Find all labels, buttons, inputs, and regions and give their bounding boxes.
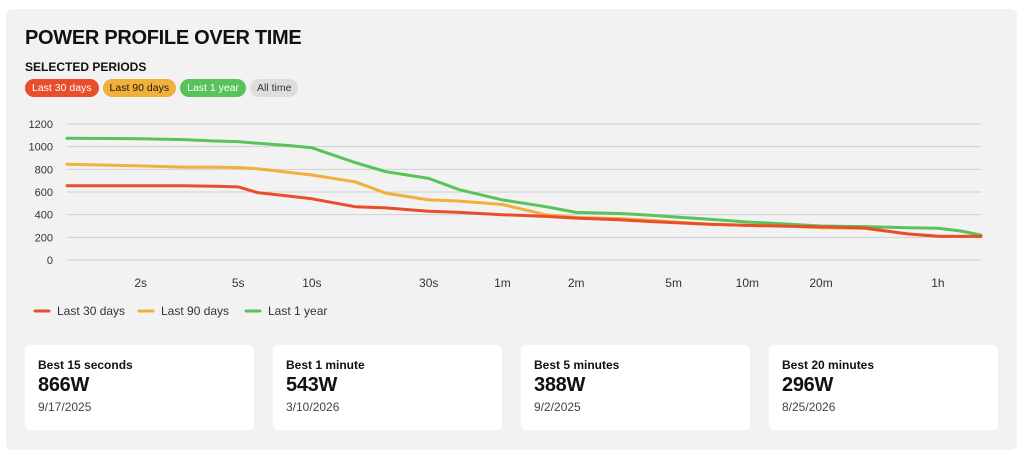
card-value: 296W [782, 374, 834, 396]
card-date: 8/25/2026 [782, 400, 836, 414]
card-label: Best 15 seconds [38, 358, 133, 372]
best-card-15-seconds[interactable]: Best 15 seconds 866W 9/17/2025 [25, 345, 254, 430]
y-tick-label: 200 [35, 232, 53, 244]
x-tick-label: 5s [232, 276, 245, 290]
x-tick-label: 30s [419, 276, 438, 290]
period-button-last-90-days[interactable]: Last 90 days [102, 79, 177, 97]
period-button-last-30-days[interactable]: Last 30 days [25, 79, 99, 97]
x-tick-label: 10m [736, 276, 759, 290]
best-card-20-minutes[interactable]: Best 20 minutes 296W 8/25/2026 [769, 345, 998, 430]
card-date: 3/10/2026 [286, 400, 340, 414]
y-tick-label: 400 [35, 210, 53, 222]
y-tick-label: 1200 [29, 119, 53, 131]
legend-label: Last 1 year [268, 304, 327, 318]
card-label: Best 20 minutes [782, 358, 875, 372]
y-tick-label: 800 [35, 164, 53, 176]
x-tick-label: 10s [302, 276, 321, 290]
selected-periods-label: SELECTED PERIODS [25, 60, 147, 74]
card-label: Best 1 minute [286, 358, 365, 372]
best-card-1-minute[interactable]: Best 1 minute 543W 3/10/2026 [273, 345, 502, 430]
legend-label: Last 90 days [161, 304, 229, 318]
card-value: 866W [38, 374, 90, 396]
y-tick-label: 0 [47, 255, 53, 267]
x-tick-label: 2m [568, 276, 585, 290]
power-profile-chart: 0 200 400 600 800 1000 1200 2s 5s 10s 30s 1m 2m 5m 10m… [29, 119, 983, 318]
page-title: POWER PROFILE OVER TIME [25, 27, 302, 49]
series-line [65, 184, 983, 238]
y-tick-label: 1000 [29, 142, 53, 154]
card-date: 9/2/2025 [534, 400, 581, 414]
x-tick-label: 1m [494, 276, 511, 290]
y-tick-label: 600 [35, 187, 53, 199]
x-tick-label: 2s [134, 276, 147, 290]
card-date: 9/17/2025 [38, 400, 92, 414]
period-button-all-time[interactable]: All time [250, 79, 299, 97]
period-selector: Last 30 days Last 90 days Last 1 year Al… [25, 79, 299, 97]
x-tick-label: 1h [931, 276, 944, 290]
x-tick-label: 20m [809, 276, 832, 290]
period-button-last-1-year[interactable]: Last 1 year [180, 79, 247, 97]
card-label: Best 5 minutes [534, 358, 620, 372]
x-tick-label: 5m [665, 276, 682, 290]
power-profile-panel: POWER PROFILE OVER TIME SELECTED PERIODS… [6, 9, 1017, 450]
best-card-5-minutes[interactable]: Best 5 minutes 388W 9/2/2025 [521, 345, 750, 430]
card-value: 388W [534, 374, 586, 396]
card-value: 543W [286, 374, 338, 396]
legend-label: Last 30 days [57, 304, 125, 318]
best-efforts: Best 15 seconds 866W 9/17/2025 Best 1 mi… [25, 345, 998, 430]
